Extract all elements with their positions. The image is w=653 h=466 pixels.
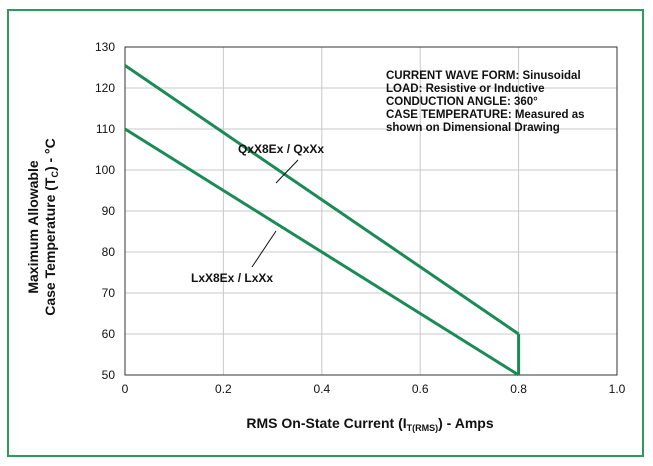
y-tick-label: 70 xyxy=(102,286,116,300)
series-label-lx: LxX8Ex / LxXx xyxy=(191,271,273,285)
x-tick-label: 0.6 xyxy=(412,382,429,396)
y-tick-label: 50 xyxy=(102,368,116,382)
plot-area xyxy=(124,46,618,376)
y-tick-label: 130 xyxy=(95,40,115,54)
y-axis-title-line-2: Case Temperature (TC) - °C xyxy=(42,138,60,316)
y-axis-ticks: 50 60 70 80 90 100 110 120 130 xyxy=(95,40,115,382)
x-axis-ticks: 0 0.2 0.4 0.6 0.8 1.0 xyxy=(122,382,626,396)
x-axis-title: RMS On-State Current (IT(RMS)) - Amps xyxy=(246,415,493,433)
x-tick-label: 0 xyxy=(122,382,129,396)
y-tick-label: 100 xyxy=(95,163,115,177)
y-axis-title-line-1: Maximum Allowable xyxy=(25,160,41,294)
y-tick-label: 110 xyxy=(96,122,115,136)
leader-line-lx xyxy=(251,230,277,268)
x-tick-label: 0.8 xyxy=(510,382,527,396)
y-tick-label: 90 xyxy=(102,204,116,218)
x-tick-label: 0.2 xyxy=(215,382,232,396)
y-tick-label: 80 xyxy=(102,245,116,259)
y-tick-label: 60 xyxy=(102,327,116,341)
series-line-lx xyxy=(124,127,520,377)
grid xyxy=(125,47,617,375)
series-label-qx: QxX8Ex / QxXx xyxy=(238,142,324,156)
leader-line-qx xyxy=(275,159,299,184)
annotation-line-4: CASE TEMPERATURE: Measured as xyxy=(386,109,585,121)
y-axis-title: Maximum Allowable Case Temperature (TC) … xyxy=(25,138,60,316)
annotation-line-1: CURRENT WAVE FORM: Sinusoidal xyxy=(386,70,581,82)
series xyxy=(124,64,521,377)
y-tick-label: 120 xyxy=(95,81,115,95)
series-line-qx xyxy=(124,64,520,336)
x-tick-label: 1.0 xyxy=(609,382,626,396)
annotation-line-5: shown on Dimensional Drawing xyxy=(386,122,560,134)
annotation-line-3: CONDUCTION ANGLE: 360° xyxy=(386,96,538,108)
x-tick-label: 0.4 xyxy=(313,382,330,396)
annotation-line-2: LOAD: Resistive or Inductive xyxy=(386,83,544,95)
chart-frame xyxy=(7,9,644,457)
